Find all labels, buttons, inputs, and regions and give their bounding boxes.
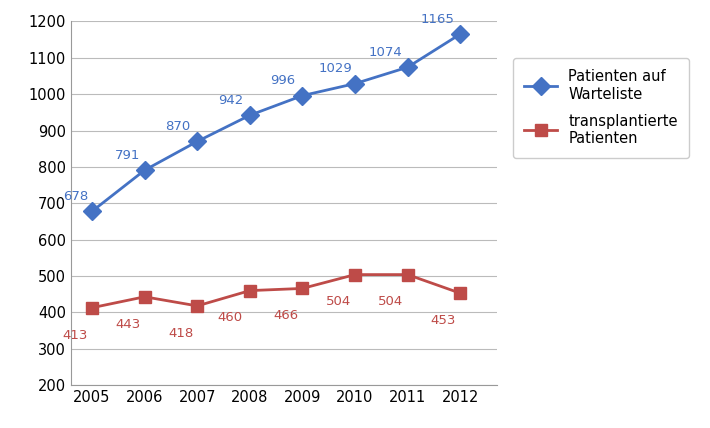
Text: 791: 791 xyxy=(115,149,141,162)
Text: 678: 678 xyxy=(62,190,88,203)
Text: 1165: 1165 xyxy=(421,13,455,26)
transplantierte
Patienten xyxy=(141,294,149,299)
transplantierte
Patienten xyxy=(246,288,254,293)
transplantierte
Patienten xyxy=(298,286,307,291)
Text: 870: 870 xyxy=(165,120,190,133)
Patienten auf
Warteliste xyxy=(403,65,412,70)
Text: 504: 504 xyxy=(326,295,351,309)
Text: 1029: 1029 xyxy=(319,62,352,75)
Text: 1074: 1074 xyxy=(368,46,403,59)
Text: 466: 466 xyxy=(273,309,298,322)
transplantierte
Patienten xyxy=(403,272,412,277)
Text: 453: 453 xyxy=(431,314,457,327)
Patienten auf
Warteliste xyxy=(193,139,202,144)
Text: 418: 418 xyxy=(168,327,193,340)
transplantierte
Patienten xyxy=(351,272,359,277)
Patienten auf
Warteliste xyxy=(298,93,307,98)
Patienten auf
Warteliste xyxy=(88,209,97,214)
Text: 443: 443 xyxy=(115,318,141,330)
Text: 504: 504 xyxy=(378,295,403,309)
Patienten auf
Warteliste xyxy=(351,81,359,86)
Line: transplantierte
Patienten: transplantierte Patienten xyxy=(86,268,466,314)
transplantierte
Patienten xyxy=(88,305,97,310)
Text: 413: 413 xyxy=(62,329,88,342)
Patienten auf
Warteliste xyxy=(456,32,464,37)
Text: 996: 996 xyxy=(271,74,295,87)
Patienten auf
Warteliste xyxy=(141,168,149,173)
transplantierte
Patienten xyxy=(193,303,202,309)
Text: 460: 460 xyxy=(218,312,243,324)
transplantierte
Patienten xyxy=(456,291,464,296)
Text: 942: 942 xyxy=(218,94,243,107)
Line: Patienten auf
Warteliste: Patienten auf Warteliste xyxy=(86,28,466,217)
Legend: Patienten auf
Warteliste, transplantierte
Patienten: Patienten auf Warteliste, transplantiert… xyxy=(513,58,689,158)
Patienten auf
Warteliste xyxy=(246,113,254,118)
